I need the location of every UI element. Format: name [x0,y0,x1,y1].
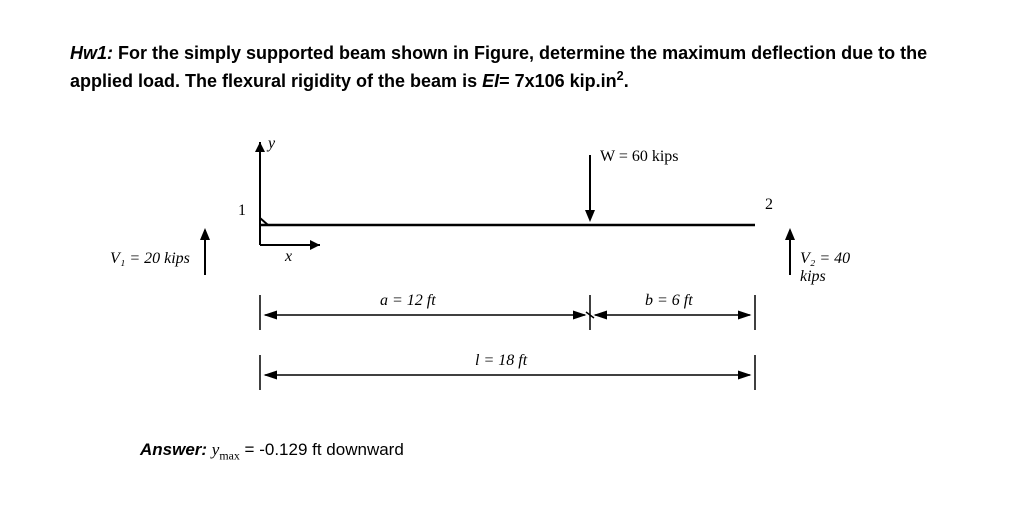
answer-line: Answer: ymax = -0.129 ft downward [140,440,946,463]
beam-diagram: y x 1 2 W = 60 kips V₁ = 20 kips V₂ = 40… [110,130,860,410]
node-1-label: 1 [238,202,246,220]
problem-text-3: . [624,71,629,91]
node-2-label: 2 [765,196,773,214]
answer-subscript: max [219,448,239,462]
exponent: 2 [617,69,624,83]
l-dim-label: l = 18 ft [475,352,527,370]
hw-label: Hw1: [70,43,113,63]
load-label: W = 60 kips [600,148,679,166]
answer-label: Answer: [140,440,212,459]
ei-label: EI [482,71,499,91]
b-dim-label: b = 6 ft [645,292,693,310]
v1-label: V₁ = 20 kips [110,250,190,268]
answer-value: = -0.129 ft downward [240,440,404,459]
problem-statement: Hw1: For the simply supported beam shown… [70,40,946,95]
x-axis-label: x [285,248,292,266]
a-dim-label: a = 12 ft [380,292,436,310]
problem-text-2: = 7x106 kip.in [499,71,617,91]
y-axis-label: y [268,135,275,153]
v2-label: V₂ = 40 kips [800,250,860,286]
